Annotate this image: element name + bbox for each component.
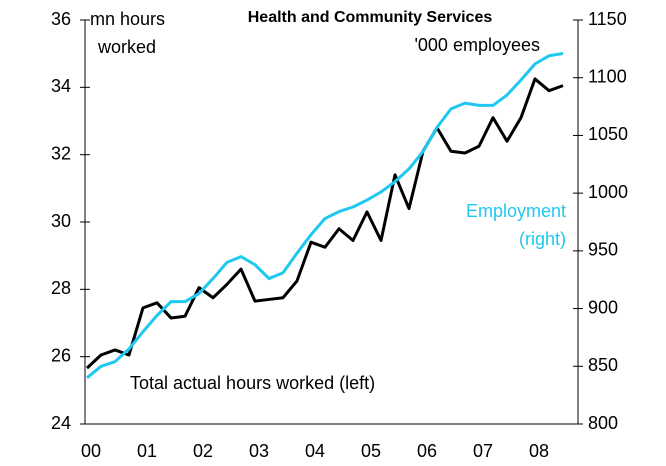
y-tick-label: 30 xyxy=(51,211,71,231)
annotation: (right) xyxy=(519,229,566,249)
y2-axis-label: '000 employees xyxy=(414,35,540,55)
x-tick-label: 08 xyxy=(529,441,549,461)
line-series xyxy=(85,77,564,370)
y2-tick-label: 1150 xyxy=(588,9,627,29)
y2-tick-label: 1000 xyxy=(588,182,628,202)
y-tick-label: 24 xyxy=(51,413,71,433)
y2-tick-label: 950 xyxy=(588,240,618,260)
y2-tick-label: 1100 xyxy=(588,66,627,86)
line-series xyxy=(86,51,564,379)
x-tick-label: 03 xyxy=(249,441,269,461)
x-tick-label: 00 xyxy=(81,441,101,461)
y-axis-label: worked xyxy=(97,37,156,57)
y-axis-label: mn hours xyxy=(90,9,165,29)
annotation: Total actual hours worked (left) xyxy=(130,373,375,393)
y-tick-label: 34 xyxy=(51,76,71,96)
y-tick-label: 32 xyxy=(51,143,71,163)
x-tick-label: 06 xyxy=(417,441,437,461)
y-tick-label: 26 xyxy=(51,345,71,365)
x-tick-label: 07 xyxy=(473,441,493,461)
x-tick-label: 01 xyxy=(137,441,157,461)
y-tick-label: 28 xyxy=(51,278,71,298)
chart-title: Health and Community Services xyxy=(248,9,493,26)
x-tick-label: 05 xyxy=(361,441,381,461)
x-tick-label: 02 xyxy=(193,441,213,461)
y2-tick-label: 1050 xyxy=(588,124,628,144)
x-tick-label: 04 xyxy=(305,441,325,461)
annotation: Employment xyxy=(466,201,566,221)
y-tick-label: 36 xyxy=(51,9,71,29)
y2-tick-label: 850 xyxy=(588,355,618,375)
y2-tick-label: 900 xyxy=(588,297,618,317)
y2-tick-label: 800 xyxy=(588,413,618,433)
